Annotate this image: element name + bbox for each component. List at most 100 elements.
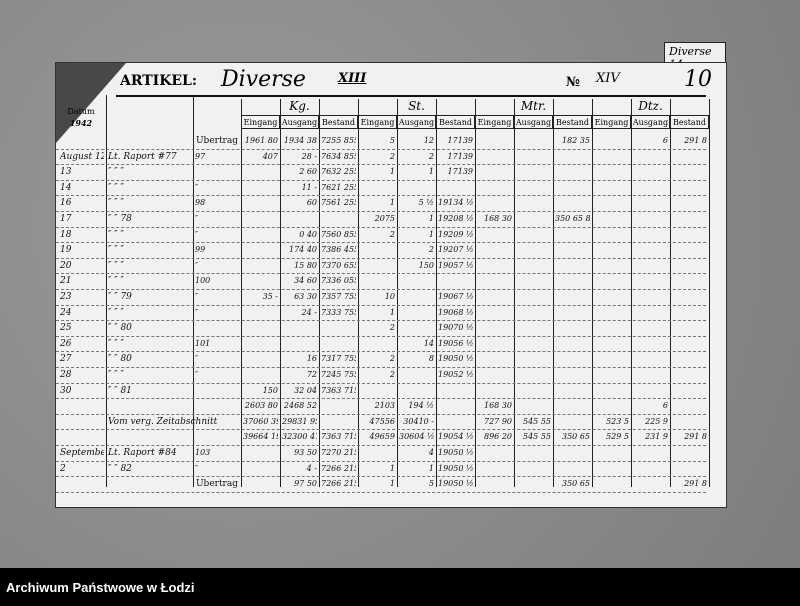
cell-ref: ″: [195, 463, 198, 473]
subheader-eingang: Eingang: [475, 115, 514, 129]
cell-st-bal: 17139: [447, 167, 473, 177]
archive-footer: Archiwum Państwowe w Łodzi: [0, 568, 800, 606]
cell-kg-bal: 7317 755: [321, 354, 356, 364]
cell-kg-bal: 7632 255: [321, 167, 356, 177]
cell-date: 18: [60, 229, 72, 240]
cell-kg-out: 2 60: [299, 167, 317, 177]
row-rule: [56, 476, 706, 478]
cell-st-bal: 17139: [447, 136, 473, 145]
cell-kg-in: 37060 39: [243, 416, 278, 426]
cell-kg-out: 16: [306, 354, 317, 364]
cell-kg-in: 2603 80: [244, 401, 278, 411]
cell-text: ″ ″ ″: [108, 245, 124, 256]
cell-date: 13: [60, 167, 72, 178]
cell-text: ″ ″ 81: [108, 385, 132, 396]
cell-kg-bal: 7333 755: [321, 307, 356, 317]
cell-ref: ″: [195, 307, 198, 317]
cell-mtr-bal: 350 65: [562, 432, 590, 442]
subheader-bestand: Bestand: [670, 115, 709, 129]
cell-ref: 99: [195, 245, 206, 255]
cell-st-bal: 19050 ½: [438, 354, 473, 364]
subheader-ausgang: Ausgang: [514, 115, 553, 129]
cell-kg-bal: 7621 255: [321, 182, 356, 192]
cell-kg-bal: 7266 215: [321, 479, 356, 489]
cell-kg-bal: 7270 215: [321, 448, 356, 457]
cell-st-in: 2103: [374, 401, 395, 411]
cell-ref: ″: [195, 214, 198, 223]
row-rule: [56, 320, 706, 322]
cell-text: ″ ″ ″: [108, 370, 124, 380]
row-rule: [56, 211, 706, 212]
cell-kg-out: 24 -: [301, 307, 317, 317]
cell-kg-out: 174 40: [289, 245, 317, 255]
cell-kg-out: 93 50: [294, 448, 317, 457]
cell-text: Lt. Raport #84: [108, 448, 177, 458]
cell-text: ″ ″ 80: [108, 354, 132, 365]
cell-st-bal: 19050 ½: [438, 479, 473, 489]
cell-date: 16: [60, 198, 72, 209]
row-rule: [56, 335, 706, 337]
subheader-bestand: Bestand: [319, 115, 358, 129]
subheader-ausgang: Ausgang: [280, 115, 319, 129]
cell-ref: 103: [195, 448, 211, 457]
row-rule: [56, 351, 706, 353]
cell-st-in: 47556: [369, 416, 395, 426]
cell-kg-out: 28 -: [301, 151, 317, 161]
column-rule: [358, 99, 359, 487]
cell-date: 26: [60, 338, 72, 349]
row-rule: [56, 382, 706, 384]
cell-text: ″ ″ ″: [108, 276, 124, 287]
column-rule: [319, 99, 320, 487]
cell-date: 24: [60, 307, 72, 318]
cell-kg-bal: 7363 715: [321, 385, 356, 395]
cell-text: ″ ″ 79: [108, 292, 132, 302]
cell-st-in: 2: [389, 229, 395, 239]
column-rule: [631, 99, 632, 487]
cell-mtr-out: 545 55: [523, 416, 551, 426]
cell-date: 21: [60, 276, 72, 287]
cell-kg-out: 2468 52: [283, 401, 317, 411]
cell-dtz-in: 523 5: [606, 416, 629, 426]
ledger-card: ARTIKEL: Diverse XIII № XIV 10 Datum 194…: [55, 62, 727, 508]
column-rule: [592, 99, 593, 487]
cell-st-in: 1: [389, 463, 395, 473]
group-header-dtz: Dtz.: [638, 99, 663, 113]
row-rule: [56, 289, 706, 290]
subheader-ausgang: Ausgang: [631, 115, 670, 129]
cell-ref: 97: [195, 151, 206, 161]
column-rule: [193, 95, 194, 487]
cell-kg-bal: 7363 715: [321, 432, 356, 442]
group-header-mtr: Mtr.: [520, 99, 547, 113]
cell-date: 20: [60, 260, 72, 271]
cell-ref: 101: [195, 338, 211, 348]
cell-text: Lt. Raport #77: [108, 151, 177, 162]
cell-date: 28: [60, 370, 72, 380]
cell-kg-in: 150: [262, 385, 278, 395]
row-rule: [56, 195, 706, 197]
cell-dtz-bal: 291 8: [684, 136, 707, 145]
row-rule: [56, 226, 706, 228]
subheader-bestand: Bestand: [436, 115, 475, 129]
column-rule: [475, 99, 476, 487]
cell-st-in: 2: [389, 354, 395, 364]
cell-date: 19: [60, 245, 72, 256]
column-rule: [241, 99, 242, 487]
cell-st-bal: 19068 ½: [438, 307, 473, 317]
cell-kg-bal: 7336 055: [321, 276, 356, 286]
cell-st-out: 150: [418, 260, 434, 270]
cell-dtz-bal: 291 8: [684, 432, 707, 442]
cell-st-bal: 19070 ½: [438, 323, 473, 333]
cell-kg-out: 63 30: [294, 292, 317, 301]
artikel-roman: XIII: [338, 71, 367, 86]
cell-text: Übertrag: [195, 136, 238, 146]
cell-text: ″ ″ ″: [108, 198, 124, 209]
cell-kg-bal: 7266 215: [321, 463, 356, 473]
cell-st-bal: 19050 ½: [438, 448, 473, 457]
cell-mtr-in: 168 30: [484, 214, 512, 223]
cell-kg-bal: 7245 755: [321, 370, 356, 379]
cell-st-out: 30604 ½: [399, 432, 434, 442]
cell-kg-out: 32 04: [294, 385, 317, 395]
cell-kg-bal: 7357 755: [321, 292, 356, 301]
cell-st-in: 2: [389, 151, 395, 161]
cell-st-out: 12: [423, 136, 434, 145]
